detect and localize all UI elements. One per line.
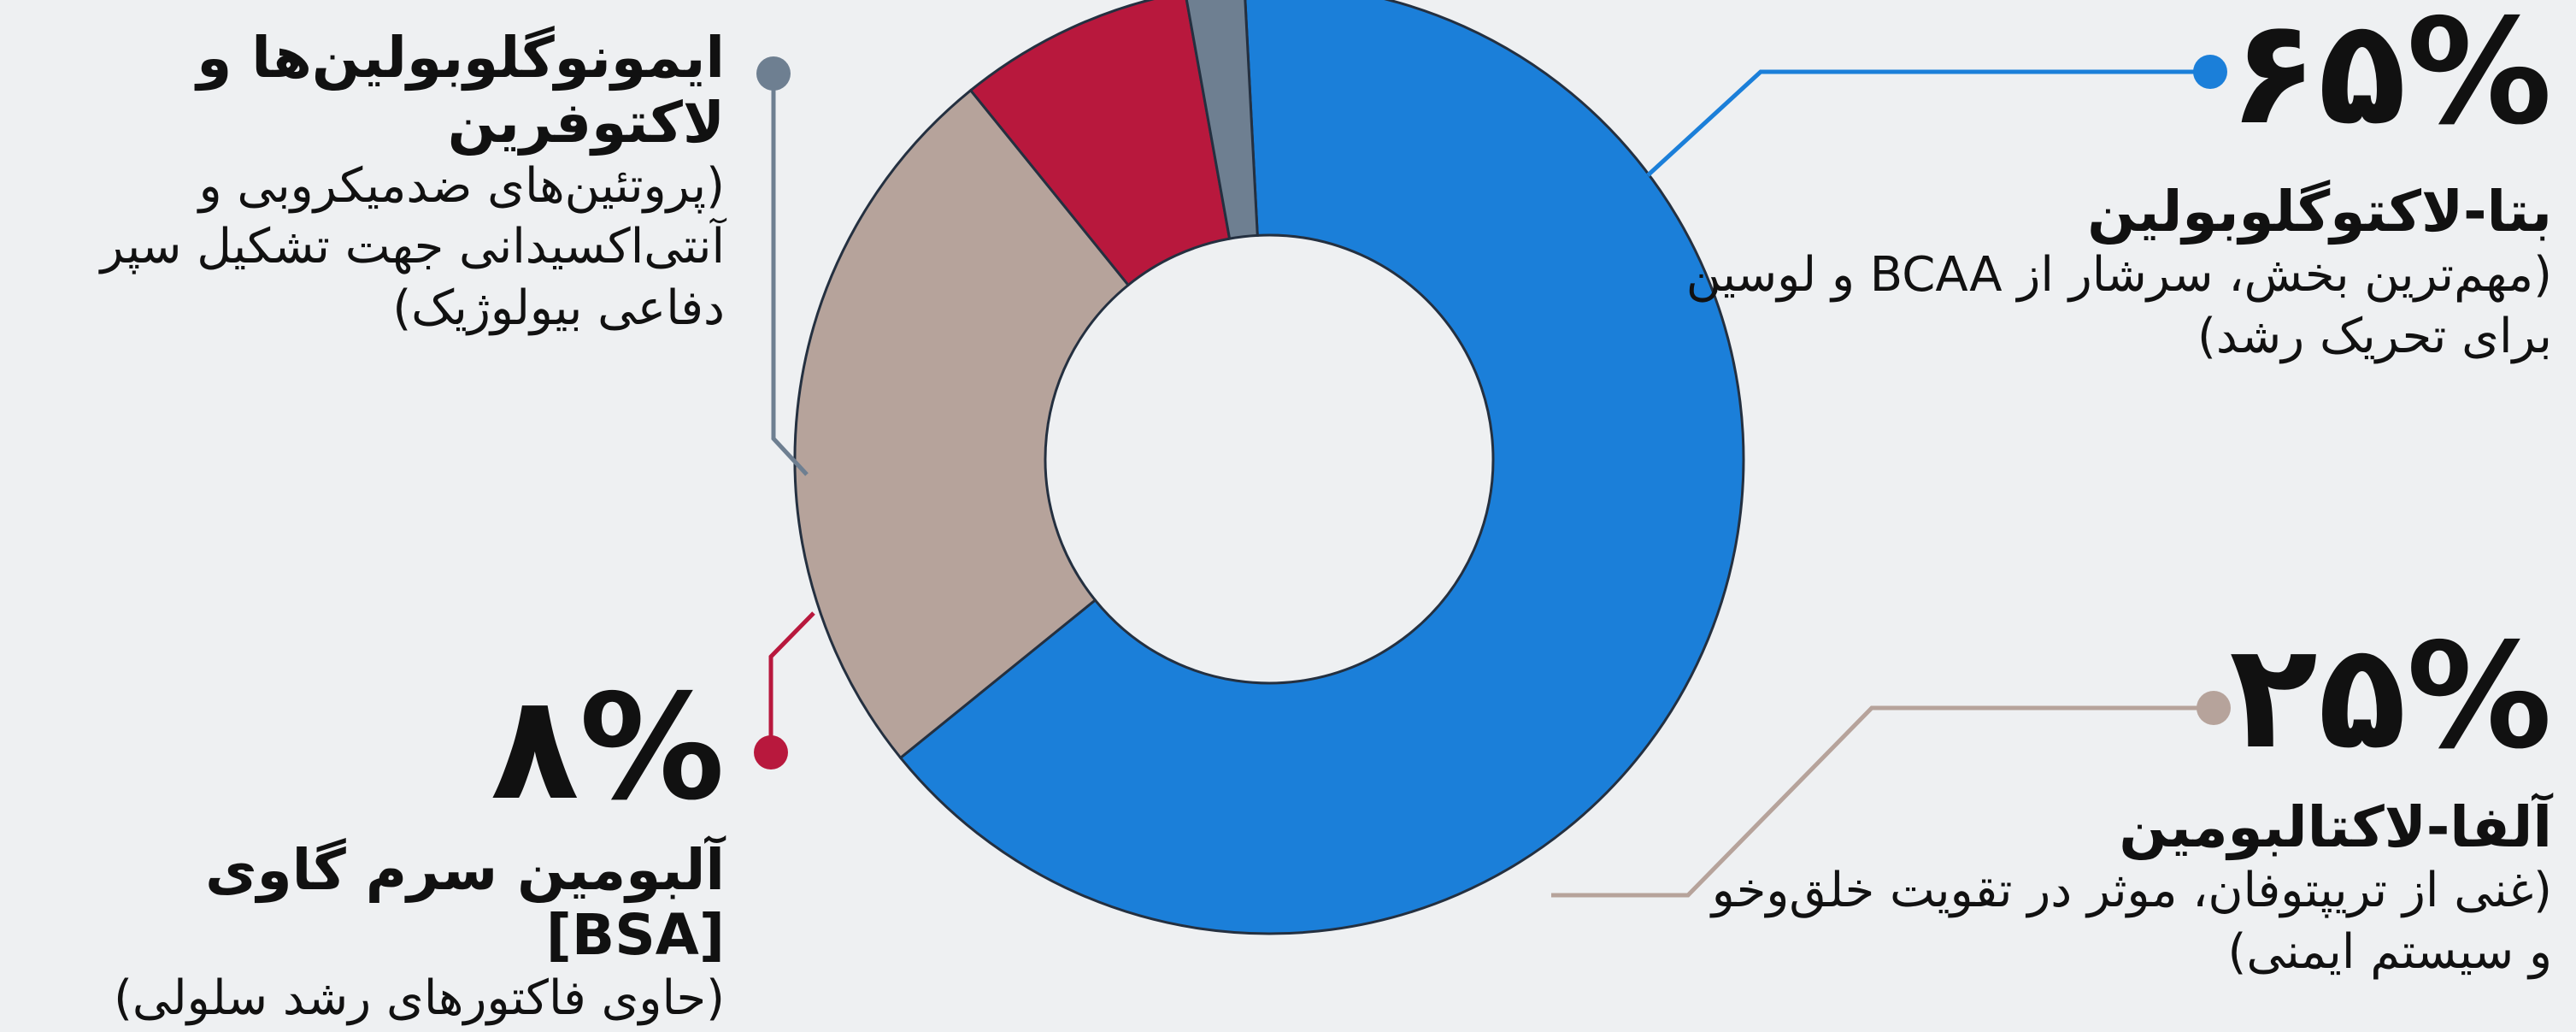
label-alpha-lactalbumin: ۲۵% آلفا-لاکتالبومین (غنی از تریپتوفان، …: [1697, 624, 2552, 982]
leader-line-bsa: [768, 611, 815, 752]
donut-slice-imm: [1185, 0, 1259, 240]
leader-imm: [756, 56, 809, 476]
leader-line-alpha: [1551, 705, 2214, 898]
title-alpha: آلفا-لاکتالبومین: [2119, 794, 2552, 860]
donut-slice-alpha: [793, 88, 1131, 760]
label-immunoglobulins: ایمونوگلوبولین‌ها و لاکتوفرین (پروتئین‌ه…: [41, 26, 725, 339]
leader-bsa: [754, 611, 815, 770]
percent-label-bsa: ۸%: [490, 663, 725, 833]
leader-line-beta: [1646, 69, 2210, 177]
description-immunoglobulins: (پروتئین‌های ضدمیکروبی و آنتی‌اکسیدانی ج…: [100, 157, 725, 337]
leader-dot-bsa: [754, 735, 788, 770]
leader-line-imm: [771, 74, 809, 476]
description-beta: (مهم‌ترین بخش، سرشار از BCAA و لوسین برا…: [1685, 246, 2552, 364]
donut-slices: [793, 0, 1745, 935]
leader-dot-beta: [2193, 55, 2227, 89]
donut-slice-beta: [898, 0, 1745, 935]
percent-label-alpha: ۲۵%: [2229, 612, 2552, 781]
title-beta: بتا-لاکتوگلوبولین: [2087, 179, 2552, 245]
label-beta-lactoglobulin: ۶۵% بتا-لاکتوگلوبولین (مهم‌ترین بخش، سرش…: [1680, 0, 2552, 367]
percent-label-beta: ۶۵%: [2229, 0, 2552, 157]
donut-slice-bsa: [968, 0, 1232, 287]
description-alpha: (غنی از تریپتوفان، موثر در تقویت خلق‌وخو…: [1711, 862, 2552, 980]
leader-dot-imm: [756, 56, 791, 91]
leader-alpha: [1551, 691, 2231, 898]
description-bsa: (حاوی فاکتورهای رشد سلولی): [114, 970, 725, 1026]
title-immunoglobulins: ایمونوگلوبولین‌ها و لاکتوفرین: [197, 25, 725, 156]
leader-beta: [1646, 55, 2227, 177]
label-bsa: ۸% آلبومین سرم گاوی [BSA] (حاوی فاکتورها…: [41, 675, 725, 1029]
leader-dot-alpha: [2197, 691, 2231, 725]
title-bsa: آلبومین سرم گاوی [BSA]: [205, 837, 725, 968]
leader-lines: [754, 55, 2231, 898]
